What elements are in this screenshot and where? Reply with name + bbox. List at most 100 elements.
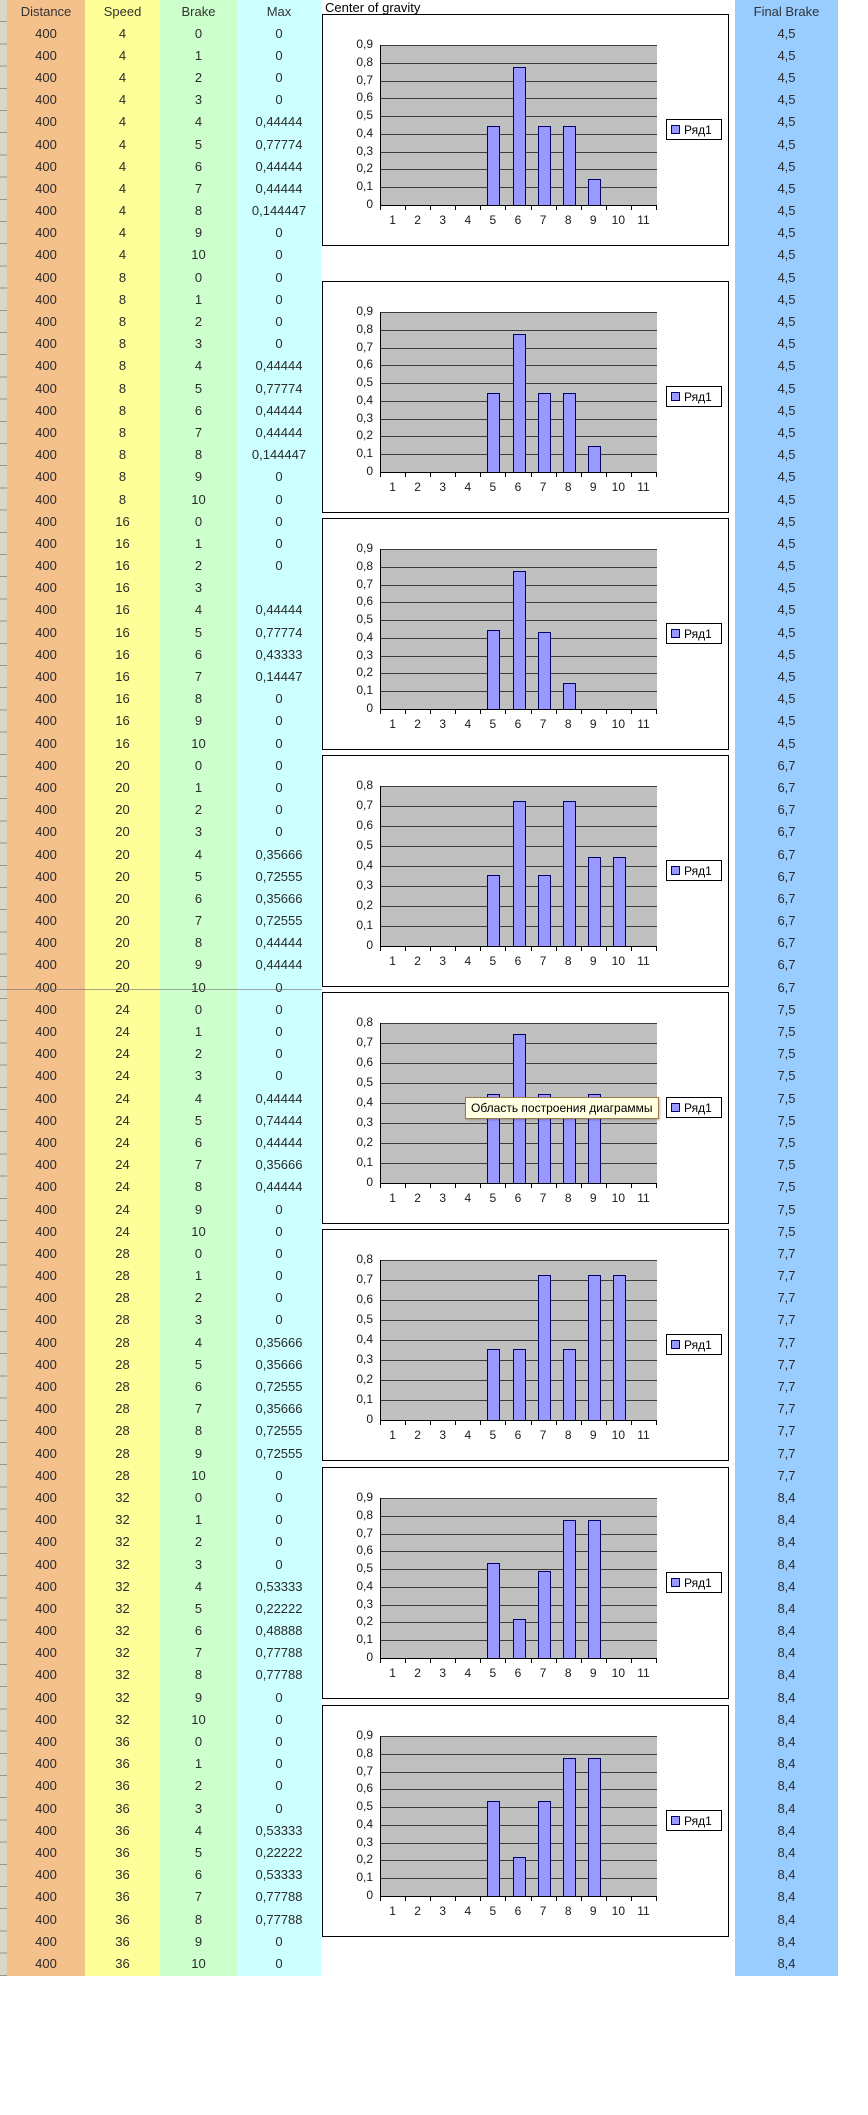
cell-max-row17[interactable]: 0,77774 (255, 380, 303, 396)
cell-brake-row27[interactable]: 4 (194, 602, 203, 618)
cell-brake-row84[interactable]: 6 (194, 1867, 203, 1883)
cell-brake-row86[interactable]: 8 (194, 1911, 203, 1927)
cell-max-row61[interactable]: 0,35666 (255, 1356, 303, 1372)
cell-brake-row64[interactable]: 8 (194, 1423, 203, 1439)
cell-speed-row80[interactable]: 36 (115, 1778, 130, 1794)
cell-distance-row62[interactable]: 400 (35, 1379, 57, 1395)
cell-brake-row69[interactable]: 2 (194, 1534, 203, 1550)
cell-final-brake-row44[interactable]: 6,7 (777, 979, 796, 995)
cell-max-row69[interactable]: 0 (275, 1534, 283, 1550)
cell-max-row81[interactable]: 0 (275, 1800, 283, 1816)
cell-speed-row18[interactable]: 8 (118, 402, 127, 418)
cell-speed-row27[interactable]: 16 (115, 602, 130, 618)
cell-max-row45[interactable]: 0 (275, 1001, 283, 1017)
cell-max-row19[interactable]: 0,44444 (255, 424, 303, 440)
cell-distance-row52[interactable]: 400 (35, 1157, 57, 1173)
cell-brake-row19[interactable]: 7 (194, 424, 203, 440)
cell-speed-row17[interactable]: 8 (118, 380, 127, 396)
cell-max-row36[interactable]: 0 (275, 802, 283, 818)
cell-max-row5[interactable]: 0,44444 (255, 114, 303, 130)
cell-distance-row51[interactable]: 400 (35, 1134, 57, 1150)
cell-max-row82[interactable]: 0,53333 (255, 1822, 303, 1838)
cell-brake-row28[interactable]: 5 (194, 624, 203, 640)
cell-speed-row84[interactable]: 36 (115, 1867, 130, 1883)
cell-final-brake-row25[interactable]: 4,5 (777, 558, 796, 574)
cell-brake-row38[interactable]: 4 (194, 846, 203, 862)
cell-brake-row49[interactable]: 4 (194, 1090, 203, 1106)
chart-speed-28[interactable]: 0 0,1 0,2 0,3 0,4 0,5 0,6 0,7 0,8 1 2 3 4 5 6 7 8 9 10 11 Ря… (322, 1229, 729, 1461)
cell-distance-row9[interactable]: 400 (35, 203, 57, 219)
cell-final-brake-row30[interactable]: 4,5 (777, 669, 796, 685)
cell-speed-row34[interactable]: 20 (115, 757, 130, 773)
cell-max-row87[interactable]: 0 (275, 1933, 283, 1949)
cell-final-brake-row56[interactable]: 7,7 (777, 1245, 796, 1261)
cell-distance-row68[interactable]: 400 (35, 1512, 57, 1528)
cell-max-row25[interactable]: 0 (275, 558, 283, 574)
cell-max-row13[interactable]: 0 (275, 291, 283, 307)
cell-max-row83[interactable]: 0,22222 (255, 1844, 303, 1860)
cell-distance-row69[interactable]: 400 (35, 1534, 57, 1550)
cell-final-brake-row88[interactable]: 8,4 (777, 1955, 796, 1971)
cell-distance-row26[interactable]: 400 (35, 580, 57, 596)
cell-max-row71[interactable]: 0,53333 (255, 1578, 303, 1594)
cell-distance-row35[interactable]: 400 (35, 779, 57, 795)
cell-brake-row58[interactable]: 2 (194, 1290, 203, 1306)
cell-speed-row21[interactable]: 8 (118, 469, 127, 485)
cell-max-row46[interactable]: 0 (275, 1024, 283, 1040)
cell-brake-row62[interactable]: 6 (194, 1379, 203, 1395)
cell-speed-row54[interactable]: 24 (115, 1201, 130, 1217)
cell-brake-row22[interactable]: 10 (191, 491, 206, 507)
cell-distance-row66[interactable]: 400 (35, 1467, 57, 1483)
cell-speed-row74[interactable]: 32 (115, 1645, 130, 1661)
cell-final-brake-row81[interactable]: 8,4 (777, 1800, 796, 1816)
cell-max-row8[interactable]: 0,44444 (255, 180, 303, 196)
cell-max-row39[interactable]: 0,72555 (255, 868, 303, 884)
cell-brake-row39[interactable]: 5 (194, 868, 203, 884)
cell-max-row64[interactable]: 0,72555 (255, 1423, 303, 1439)
cell-final-brake-row69[interactable]: 8,4 (777, 1534, 796, 1550)
cell-final-brake-row18[interactable]: 4,5 (777, 402, 796, 418)
cell-distance-row23[interactable]: 400 (35, 513, 57, 529)
cell-brake-row6[interactable]: 5 (194, 136, 203, 152)
cell-brake-row12[interactable]: 0 (194, 269, 203, 285)
cell-final-brake-row82[interactable]: 8,4 (777, 1822, 796, 1838)
cell-final-brake-row86[interactable]: 8,4 (777, 1911, 796, 1927)
cell-brake-row1[interactable]: 0 (194, 25, 203, 41)
cell-final-brake-row84[interactable]: 8,4 (777, 1867, 796, 1883)
cell-final-brake-row33[interactable]: 4,5 (777, 735, 796, 751)
cell-speed-row46[interactable]: 24 (115, 1024, 130, 1040)
cell-speed-row38[interactable]: 20 (115, 846, 130, 862)
cell-brake-row31[interactable]: 8 (194, 691, 203, 707)
cell-final-brake-row63[interactable]: 7,7 (777, 1401, 796, 1417)
cell-brake-row63[interactable]: 7 (194, 1401, 203, 1417)
cell-final-brake-row16[interactable]: 4,5 (777, 358, 796, 374)
cell-max-row28[interactable]: 0,77774 (255, 624, 303, 640)
cell-max-row43[interactable]: 0,44444 (255, 957, 303, 973)
cell-final-brake-row35[interactable]: 6,7 (777, 779, 796, 795)
cell-speed-row66[interactable]: 28 (115, 1467, 130, 1483)
cell-speed-row7[interactable]: 4 (118, 158, 127, 174)
cell-brake-row25[interactable]: 2 (194, 558, 203, 574)
cell-brake-row88[interactable]: 10 (191, 1955, 206, 1971)
cell-brake-row20[interactable]: 8 (194, 447, 203, 463)
cell-max-row16[interactable]: 0,44444 (255, 358, 303, 374)
cell-max-row48[interactable]: 0 (275, 1068, 283, 1084)
cell-final-brake-row80[interactable]: 8,4 (777, 1778, 796, 1794)
cell-max-row14[interactable]: 0 (275, 314, 283, 330)
cell-distance-row32[interactable]: 400 (35, 713, 57, 729)
cell-final-brake-row66[interactable]: 7,7 (777, 1467, 796, 1483)
cell-max-row18[interactable]: 0,44444 (255, 402, 303, 418)
cell-brake-row36[interactable]: 2 (194, 802, 203, 818)
cell-distance-row25[interactable]: 400 (35, 558, 57, 574)
cell-distance-row4[interactable]: 400 (35, 92, 57, 108)
cell-final-brake-row61[interactable]: 7,7 (777, 1356, 796, 1372)
cell-brake-row66[interactable]: 10 (191, 1467, 206, 1483)
cell-brake-row51[interactable]: 6 (194, 1134, 203, 1150)
cell-final-brake-row54[interactable]: 7,5 (777, 1201, 796, 1217)
cell-distance-row87[interactable]: 400 (35, 1933, 57, 1949)
cell-brake-row42[interactable]: 8 (194, 935, 203, 951)
cell-max-row2[interactable]: 0 (275, 47, 283, 63)
cell-brake-row34[interactable]: 0 (194, 757, 203, 773)
cell-distance-row22[interactable]: 400 (35, 491, 57, 507)
cell-max-row1[interactable]: 0 (275, 25, 283, 41)
